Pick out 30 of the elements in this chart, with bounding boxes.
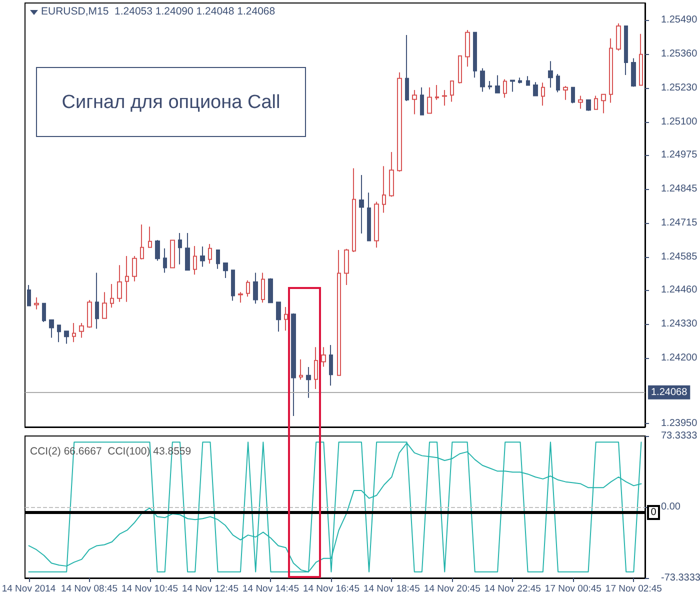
- y-tick-label: 73.3333: [661, 430, 698, 442]
- x-tick-label: 14 Nov 20:45: [424, 584, 480, 594]
- x-tick-label: 14 Nov 2014: [2, 584, 56, 594]
- x-tick-label: 17 Nov 00:45: [544, 584, 602, 594]
- y-tick-label: 1.25230: [661, 82, 698, 94]
- y-tick-label: 1.25100: [661, 116, 698, 128]
- x-tick-label: 14 Nov 18:45: [363, 584, 420, 594]
- y-tick-label: 1.24715: [661, 217, 698, 228]
- text: 0: [647, 505, 660, 520]
- y-tick-label: 1.24585: [661, 252, 698, 263]
- x-tick-label: 14 Nov 14:45: [242, 584, 299, 594]
- y-tick-label: 1.23950: [661, 418, 698, 429]
- x-tick-label: 17 Nov 02:45: [605, 584, 662, 594]
- x-tick-label: 14 Nov 10:45: [122, 584, 178, 594]
- x-tick-label: 14 Nov 16:45: [302, 584, 360, 594]
- y-tick-label: 1.24845: [661, 183, 698, 194]
- y-tick-label: 1.24200: [661, 352, 698, 364]
- x-tick-label: 14 Nov 08:45: [61, 584, 118, 594]
- annotation: Сигнал для опциона Call: [36, 67, 306, 137]
- y-tick-label: 0.00: [661, 502, 681, 512]
- y-tick-label: -73.3333: [661, 572, 700, 584]
- y-tick-label: 1.25360: [661, 48, 698, 60]
- y-tick-label: 1.24975: [661, 149, 698, 160]
- x-tick-label: 14 Nov 12:45: [182, 584, 238, 594]
- y-tick-label: 1.25490: [661, 14, 698, 26]
- y-tick-label: 1.24330: [661, 318, 698, 330]
- ref-line-label: 1.24068: [651, 386, 688, 398]
- x-tick-label: 14 Nov 22:45: [484, 584, 541, 594]
- y-tick-label: 1.24460: [661, 284, 698, 296]
- chart-title: EURUSD,M15 1.24053 1.24090 1.24048 1.24068: [41, 6, 276, 18]
